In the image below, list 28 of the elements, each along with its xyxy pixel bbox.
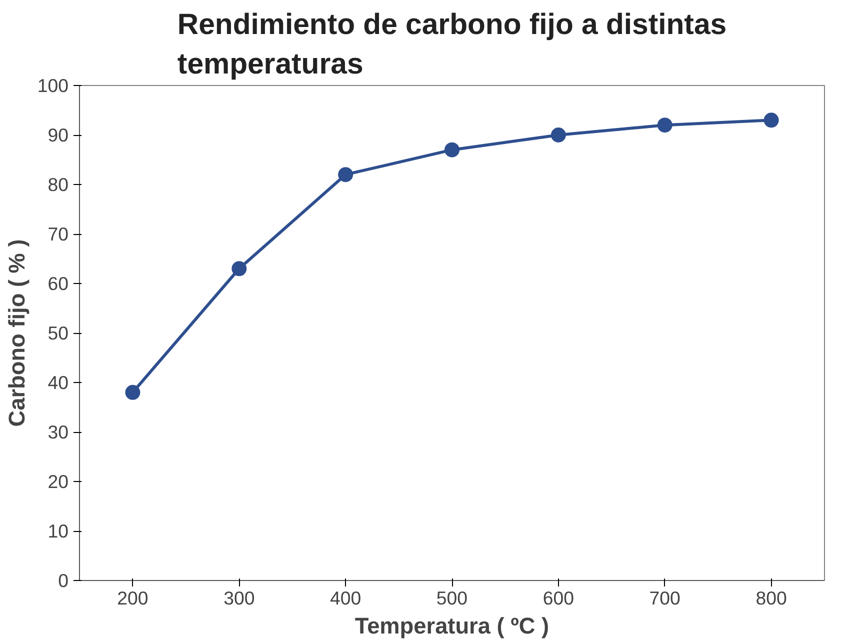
- y-tick-label: 70: [48, 224, 69, 244]
- point: [338, 167, 354, 182]
- y-tick-label: 20: [48, 471, 69, 492]
- y-tick-label: 90: [48, 124, 69, 146]
- x-tick-label: 200: [117, 588, 148, 608]
- x-tick-label: 500: [436, 588, 468, 608]
- y-tick-label: 100: [37, 75, 69, 96]
- y-axis-title: Carbono fijo ( % ): [3, 239, 30, 427]
- point: [444, 142, 460, 158]
- x-tick-label: 800: [756, 588, 787, 608]
- x-tick-label: 300: [224, 588, 255, 608]
- x-axis-title: Temperatura ( ºC ): [354, 612, 550, 638]
- point: [764, 112, 779, 128]
- y-tick-label: 0: [58, 570, 69, 591]
- point: [125, 384, 140, 400]
- chart-title: Rendimiento de carbono fijo a distintas temperaturas: [177, 8, 727, 80]
- y-tick-label: 80: [48, 174, 69, 195]
- x-tick-label: 700: [649, 588, 680, 608]
- point: [657, 118, 672, 133]
- y-tick-label: 40: [48, 372, 69, 393]
- x-tick-label: 600: [542, 588, 574, 608]
- y-tick-label: 30: [48, 422, 69, 442]
- y-tick-label: 60: [48, 273, 69, 294]
- point: [550, 128, 566, 142]
- point: [232, 261, 247, 276]
- y-tick-label: 50: [48, 322, 69, 344]
- x-tick-label: 400: [330, 588, 362, 608]
- y-tick-label: 10: [48, 520, 69, 542]
